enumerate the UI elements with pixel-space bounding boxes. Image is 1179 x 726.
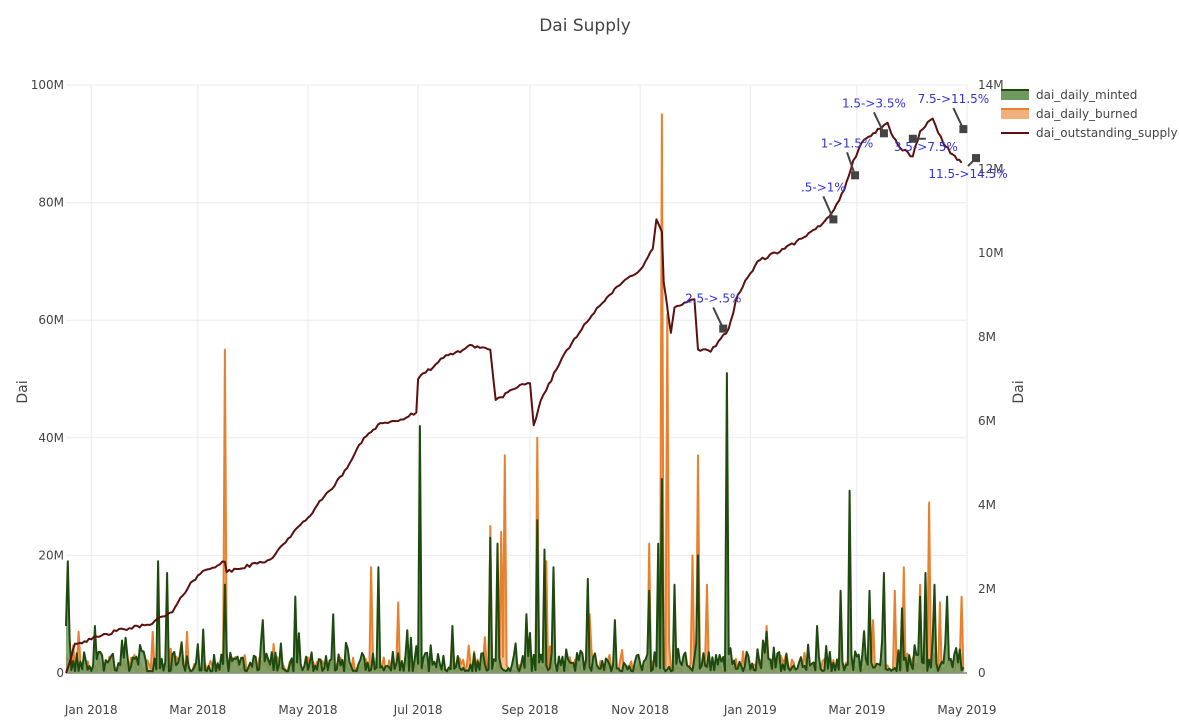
- x-tick-label: May 2018: [278, 703, 337, 717]
- annotation-label: 3.5->7.5%: [894, 140, 958, 154]
- chart-title: Dai Supply: [539, 16, 631, 36]
- series-dai-outstanding-supply: [65, 117, 963, 674]
- legend-item-dai-daily-burned[interactable]: dai_daily_burned: [1001, 107, 1138, 121]
- y-right-tick-label: 10M: [978, 246, 1004, 260]
- y-left-tick-label: 40M: [38, 431, 64, 445]
- legend-swatch: [1001, 90, 1029, 100]
- dai-daily-burned-area: [66, 114, 964, 673]
- series-dai-daily-burned: [65, 113, 965, 673]
- legend-item-dai-daily-minted[interactable]: dai_daily_minted: [1001, 88, 1137, 102]
- y-left-tick-label: 80M: [38, 196, 64, 210]
- annotation-marker: [879, 129, 888, 138]
- annotation-2-5-5: 2.5->.5%: [685, 292, 741, 333]
- x-tick-label: Mar 2019: [828, 703, 885, 717]
- annotation-marker: [959, 125, 968, 134]
- series-dai-daily-minted: [65, 372, 965, 673]
- annotation-label: 1.5->3.5%: [842, 96, 906, 110]
- dai-daily-burned-line: [65, 113, 965, 673]
- annotation-label: 7.5->11.5%: [918, 92, 990, 106]
- y-right-tick-label: 2M: [978, 582, 996, 596]
- dai-daily-minted-area: [66, 373, 964, 673]
- rate-change-annotations: 2.5->.5% .5->1% 1->1.5% 1.5->3.5% 3.5->7.5% 7…: [685, 92, 1008, 333]
- y-axis-right-ticks: 0 2M 4M 6M 8M 10M 12M 14M: [978, 78, 1004, 680]
- annotation-label: 11.5->14.5%: [928, 167, 1007, 181]
- annotation-7-5-11-5: 7.5->11.5%: [918, 92, 990, 134]
- y-right-tick-label: 12M: [978, 162, 1004, 176]
- dai-daily-minted-line: [65, 372, 965, 673]
- x-tick-label: Jan 2019: [723, 703, 777, 717]
- legend[interactable]: dai_daily_minted dai_daily_burned dai_outs…: [1001, 88, 1178, 140]
- x-tick-label: Jan 2018: [64, 703, 118, 717]
- annotation-marker: [829, 215, 838, 224]
- y-right-tick-label: 6M: [978, 414, 996, 428]
- x-tick-label: Nov 2018: [611, 703, 669, 717]
- y-axis-left-ticks: 0 20M 40M 60M 80M 100M: [31, 78, 64, 680]
- annotation-marker: [851, 171, 860, 180]
- y-right-tick-label: 4M: [978, 498, 996, 512]
- x-axis-ticks: Jan 2018 Mar 2018 May 2018 Jul 2018 Sep 2018…: [64, 703, 997, 717]
- y-left-tick-label: 20M: [38, 548, 64, 562]
- x-tick-label: May 2019: [937, 703, 996, 717]
- annotation-1-5-3-5: 1.5->3.5%: [842, 96, 906, 138]
- annotation-3-5-7-5: 3.5->7.5%: [894, 134, 958, 154]
- y-left-tick-label: 60M: [38, 313, 64, 327]
- y-axis-left-title: Dai: [15, 380, 31, 403]
- annotation-1-1-5: 1->1.5%: [821, 136, 874, 180]
- annotation-marker: [719, 324, 728, 333]
- annotation-5-1: .5->1%: [801, 180, 846, 224]
- y-left-tick-label: 100M: [31, 78, 64, 92]
- y-right-tick-label: 8M: [978, 330, 996, 344]
- annotation-label: 2.5->.5%: [685, 292, 741, 306]
- x-tick-label: Sep 2018: [502, 703, 559, 717]
- dai-outstanding-supply-line: [65, 117, 963, 674]
- legend-label: dai_outstanding_supply: [1036, 126, 1178, 140]
- x-tick-label: Jul 2018: [393, 703, 443, 717]
- annotation-label: 1->1.5%: [821, 136, 874, 150]
- annotation-marker: [908, 134, 917, 143]
- y-right-tick-label: 14M: [978, 78, 1004, 92]
- annotation-label: .5->1%: [801, 180, 846, 194]
- legend-label: dai_daily_minted: [1036, 88, 1137, 102]
- y-axis-right-title: Dai: [1011, 380, 1027, 403]
- x-tick-label: Mar 2018: [169, 703, 226, 717]
- legend-swatch: [1001, 109, 1029, 119]
- y-left-tick-label: 0: [56, 666, 64, 680]
- annotation-11-5-14-5: 11.5->14.5%: [928, 154, 1008, 181]
- annotation-marker: [972, 154, 981, 163]
- legend-label: dai_daily_burned: [1036, 107, 1138, 121]
- y-right-tick-label: 0: [978, 666, 986, 680]
- legend-item-dai-outstanding-supply[interactable]: dai_outstanding_supply: [1001, 126, 1178, 140]
- grid-lines: [66, 84, 968, 674]
